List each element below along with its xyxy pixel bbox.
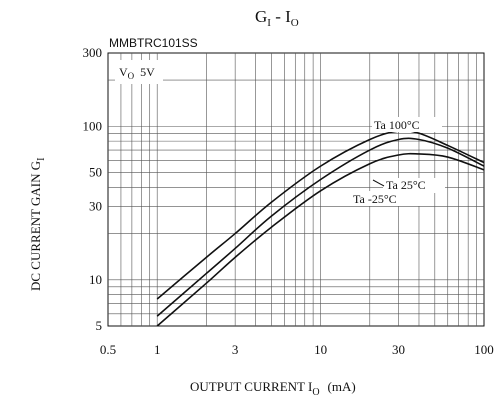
- x-tick-label: 10: [314, 342, 327, 357]
- y-tick-label: 5: [96, 318, 103, 333]
- title-main: G: [255, 7, 267, 26]
- condition-box: [115, 60, 163, 84]
- x-gridlines: [120, 53, 477, 326]
- x-axis-label-unit: (mA): [328, 379, 356, 394]
- y-tick-labels: 5 10 30 50 100 300: [83, 45, 103, 333]
- series-annotations: Ta 100°C Ta 25°C Ta -25°C: [351, 117, 445, 206]
- y-tick-label: 10: [89, 272, 102, 287]
- condition-sub: O: [128, 71, 135, 81]
- title-sep-sub: O: [291, 17, 299, 29]
- x-tick-label: 1: [154, 342, 161, 357]
- annotation-leader-25: [372, 179, 385, 187]
- y-tick-label: 50: [89, 164, 102, 179]
- y-tick-label: 300: [83, 45, 103, 60]
- annotation-ta-25: Ta 25°C: [386, 178, 426, 192]
- x-tick-label: 100: [474, 342, 494, 357]
- annotation-bg-100: [372, 117, 442, 132]
- part-number: MMBTRC101SS: [109, 36, 198, 50]
- annotation-ta-m25: Ta -25°C: [353, 192, 397, 206]
- y-axis-label-text: DC CURRENT GAIN G: [28, 161, 43, 291]
- y-tick-label: 100: [83, 118, 103, 133]
- series-layer: [156, 129, 485, 327]
- annotation-bg-25: [383, 178, 445, 193]
- x-tick-label: 3: [232, 342, 239, 357]
- x-axis-label: OUTPUT CURRENT IO (mA): [190, 379, 356, 398]
- y-tick-label: 30: [89, 199, 102, 214]
- series-line-2: [156, 152, 485, 327]
- condition-label: VO 5V: [119, 65, 155, 81]
- x-tick-labels: 0.5 1 3 10 30 100: [100, 342, 494, 357]
- chart-title: GI - IO: [255, 7, 299, 29]
- y-axis-label: DC CURRENT GAIN GI: [28, 158, 47, 291]
- y-axis-label-sub: I: [36, 158, 47, 161]
- plot-frame: [107, 52, 485, 327]
- title-main-sub: I: [267, 17, 271, 29]
- x-axis-label-sub: O: [312, 387, 319, 398]
- x-tick-label: 0.5: [100, 342, 116, 357]
- x-tick-label: 30: [392, 342, 405, 357]
- annotation-ta-100: Ta 100°C: [374, 118, 420, 132]
- series-line-1: [156, 137, 485, 317]
- x-axis-label-text: OUTPUT CURRENT I: [190, 379, 312, 394]
- series-line-0: [156, 129, 485, 300]
- condition-prefix: V: [119, 65, 128, 79]
- title-sep: - I: [271, 7, 291, 26]
- annotation-bg-m25: [351, 191, 421, 206]
- condition-value: 5V: [140, 65, 155, 79]
